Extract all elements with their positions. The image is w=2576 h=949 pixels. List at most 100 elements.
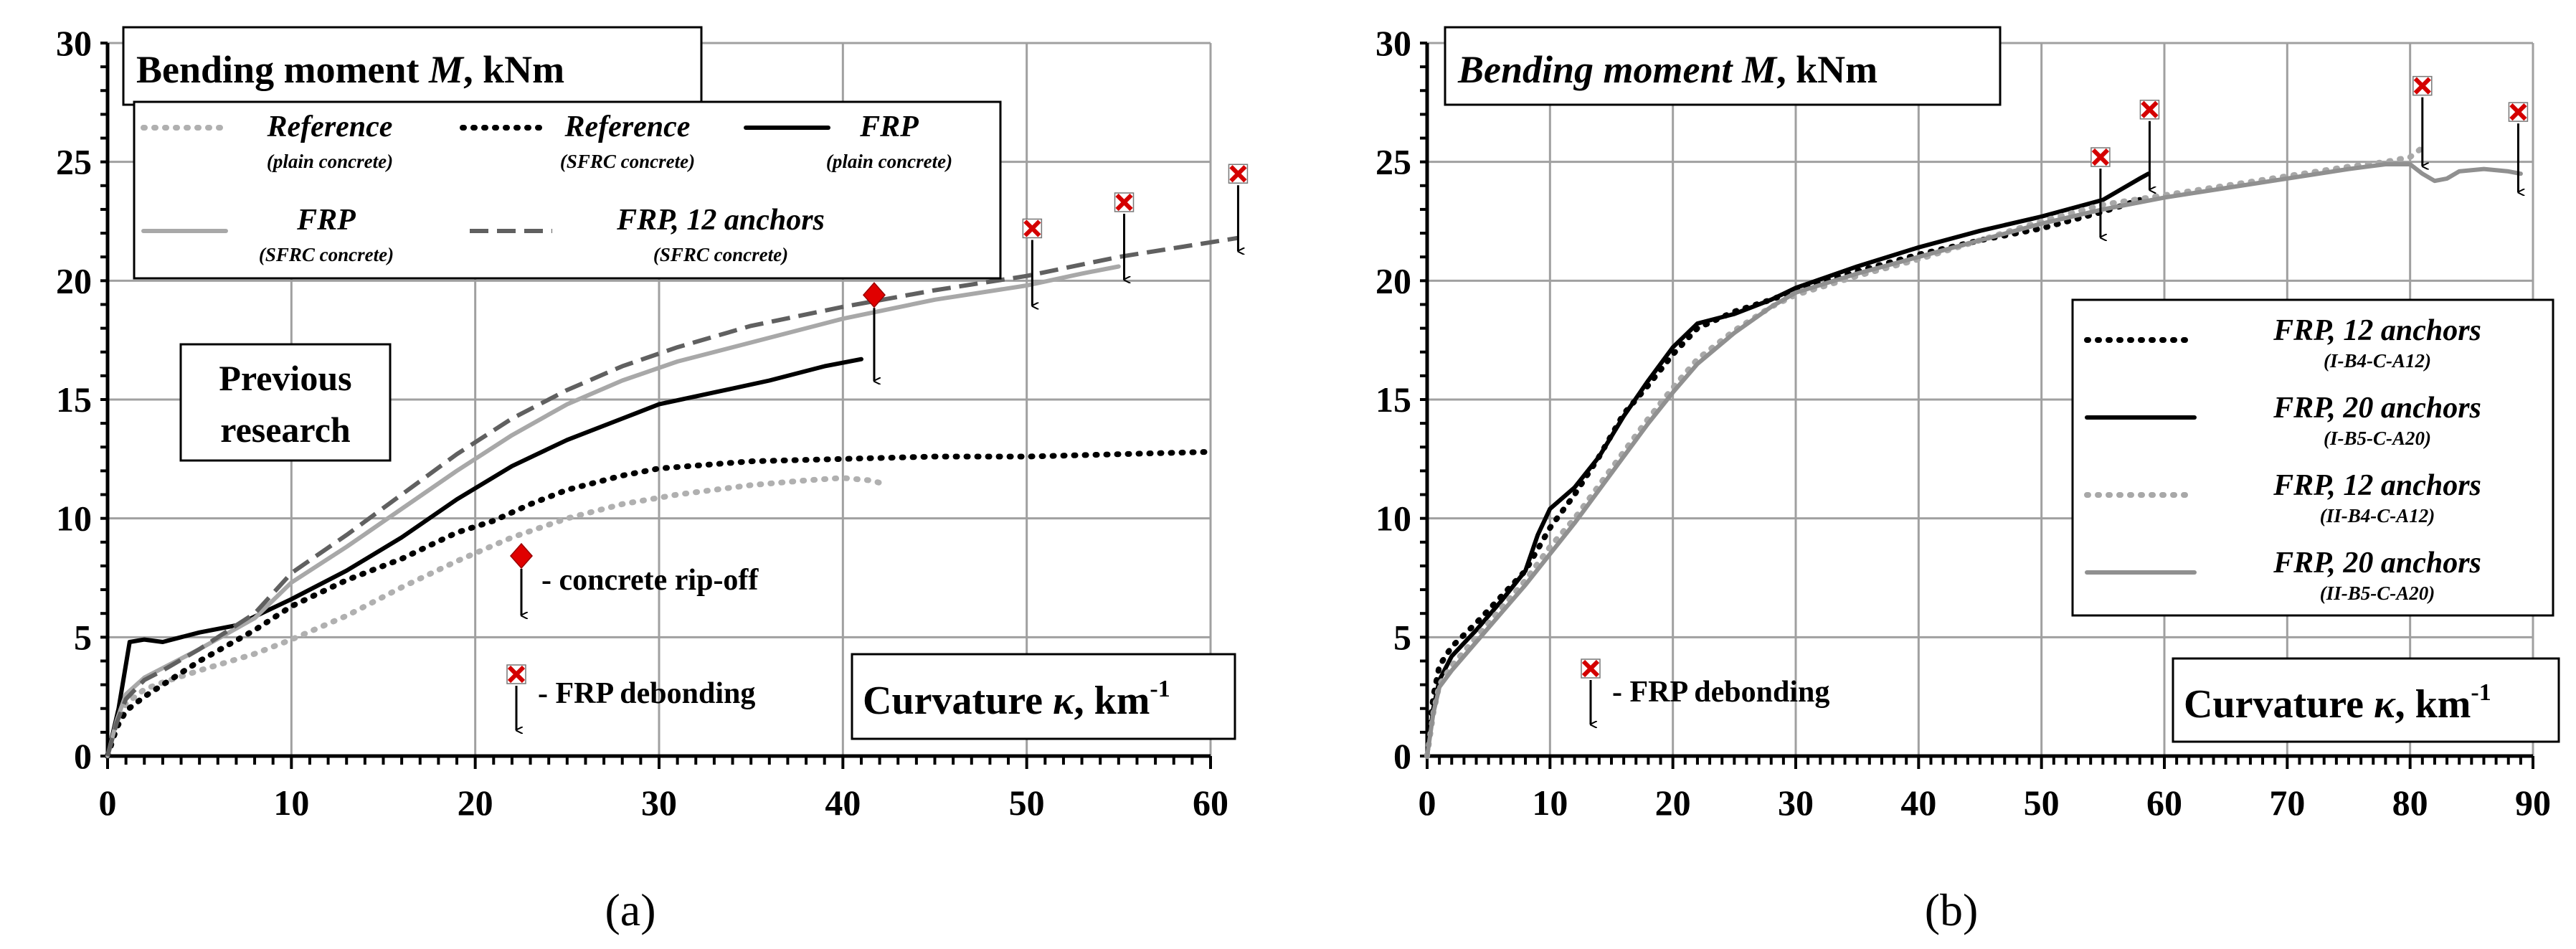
x-tick-label: 30 [1778, 783, 1814, 823]
x-tick-label: 50 [1009, 783, 1045, 823]
x-tick-label: 60 [1193, 783, 1228, 823]
legend-sublabel: (SFRC concrete) [653, 244, 788, 265]
y-tick-label: 15 [56, 379, 92, 420]
y-tick-label: 5 [1393, 617, 1411, 657]
series-line-2 [105, 448, 1213, 759]
y-tick-label: 5 [74, 617, 92, 657]
xlabel-box [851, 653, 1236, 740]
y-tick-label: 15 [1375, 379, 1411, 420]
xlabel-var: κ [2374, 682, 2396, 727]
series-line-1 [105, 475, 883, 759]
legend-sublabel: (II-B5-C-A20) [2320, 582, 2435, 604]
x-marker-cross [2509, 103, 2527, 121]
rip-off-marker [862, 282, 886, 308]
legend-sublabel: (I-B4-C-A12) [2324, 350, 2431, 372]
rip-off-note: - concrete rip-off [541, 564, 759, 597]
x-tick-label: 0 [99, 783, 117, 823]
ylabel-unit: , kNm [463, 48, 564, 91]
series-line-5 [105, 235, 1239, 757]
xlabel-var: κ [1053, 679, 1075, 723]
ylabel-var: M [428, 48, 465, 91]
y-tick-label: 30 [1375, 23, 1411, 63]
ylabel-unit: , kNm [1776, 48, 1877, 91]
x-marker-cross [1229, 165, 1247, 183]
debond-marker [1114, 192, 1135, 212]
legend-debond-marker [1581, 658, 1601, 679]
xlabel-exp: -1 [1150, 676, 1170, 702]
debond-marker [2090, 147, 2111, 167]
xlabel: Curvature κ, km-1 [2184, 679, 2491, 727]
x-tick-label: 0 [1419, 783, 1436, 823]
legend-sublabel: (II-B4-C-A12) [2320, 505, 2435, 527]
debond-marker [1022, 218, 1043, 239]
series-line-3 [105, 357, 863, 758]
ylabel-title: Bending moment [136, 48, 429, 91]
ylabel: Bending moment M, kNm [1457, 48, 1877, 91]
legend-sublabel: (plain concrete) [826, 151, 952, 172]
legend-rip-off-diamond [509, 542, 534, 570]
xlabel-title: Curvature [2184, 682, 2374, 727]
series-line-4 [1425, 162, 2523, 758]
previous-research-text: Previous [219, 358, 351, 398]
debond-marker [2412, 75, 2433, 96]
xlabel-unit: , km [2395, 682, 2471, 727]
x-tick-label: 50 [2024, 783, 2060, 823]
panel-label: (b) [1925, 884, 1979, 935]
legend-label: FRP, 12 anchors [2273, 469, 2481, 502]
legend-label: Reference [564, 110, 691, 143]
x-tick-label: 20 [458, 783, 493, 823]
xlabel-exp: -1 [2471, 679, 2491, 706]
x-tick-label: 40 [1900, 783, 1936, 823]
y-tick-label: 25 [1375, 142, 1411, 182]
chart-b: 0 10 20 30 40 50 60 70 80 90 0 5 10 15 20 25 30 (b) Bendin… [1375, 23, 2560, 935]
x-tick-label: 70 [2269, 783, 2305, 823]
y-tick-label: 10 [1375, 499, 1411, 539]
x-marker-cross [1581, 659, 1600, 678]
x-tick-label: 10 [1532, 783, 1568, 823]
x-tick-label: 30 [641, 783, 677, 823]
x-tick-label: 80 [2392, 783, 2428, 823]
x-tick-label: 20 [1655, 783, 1691, 823]
legend-label: Reference [267, 110, 393, 143]
legend-label: FRP, 20 anchors [2273, 547, 2481, 580]
ylabel: Bending moment M, kNm [136, 48, 564, 91]
legend-label: FRP, 12 anchors [616, 204, 825, 237]
x-tick-label: 60 [2146, 783, 2182, 823]
debond-marker [2139, 100, 2160, 120]
chart-a: 0 10 20 30 40 50 60 0 5 10 15 20 25 30 (a) Bending mome… [56, 23, 1249, 935]
x-marker-cross [2141, 100, 2159, 118]
ylabel-title: Bending moment [1457, 48, 1742, 91]
xlabel: Curvature κ, km-1 [863, 676, 1170, 723]
legend-label: FRP [296, 204, 356, 237]
debond-marker [1228, 164, 1249, 184]
legend-sublabel: (plain concrete) [267, 151, 393, 172]
legend-box [133, 100, 1002, 280]
x-tick-label: 10 [273, 783, 309, 823]
y-tick-label: 20 [56, 260, 92, 301]
x-marker-cross [507, 665, 526, 684]
x-tick-label: 40 [825, 783, 861, 823]
legend-sublabel: (I-B5-C-A20) [2324, 428, 2431, 449]
ylabel-var: M [1741, 48, 1778, 91]
series-line-2 [1425, 171, 2151, 758]
debond-marker [2508, 102, 2529, 122]
y-tick-label: 0 [1393, 736, 1411, 776]
xlabel-unit: , km [1074, 679, 1150, 723]
debonding-note: - FRP debonding [1612, 676, 1829, 709]
legend-sublabel: (SFRC concrete) [259, 244, 394, 265]
y-tick-label: 25 [56, 142, 92, 182]
xlabel-box [2172, 657, 2560, 743]
legend-box [2071, 298, 2554, 617]
y-tick-label: 30 [56, 23, 92, 63]
debonding-note: - FRP debonding [538, 677, 755, 710]
x-marker-cross [1023, 219, 1041, 237]
series-line-1 [1424, 197, 2143, 759]
previous-research-text: research [220, 410, 351, 450]
xlabel-title: Curvature [863, 679, 1053, 723]
y-tick-label: 20 [1375, 260, 1411, 301]
legend-label: FRP [859, 110, 919, 143]
previous-research-box [179, 343, 392, 462]
panel-label: (a) [605, 884, 655, 935]
y-tick-label: 0 [74, 736, 92, 776]
